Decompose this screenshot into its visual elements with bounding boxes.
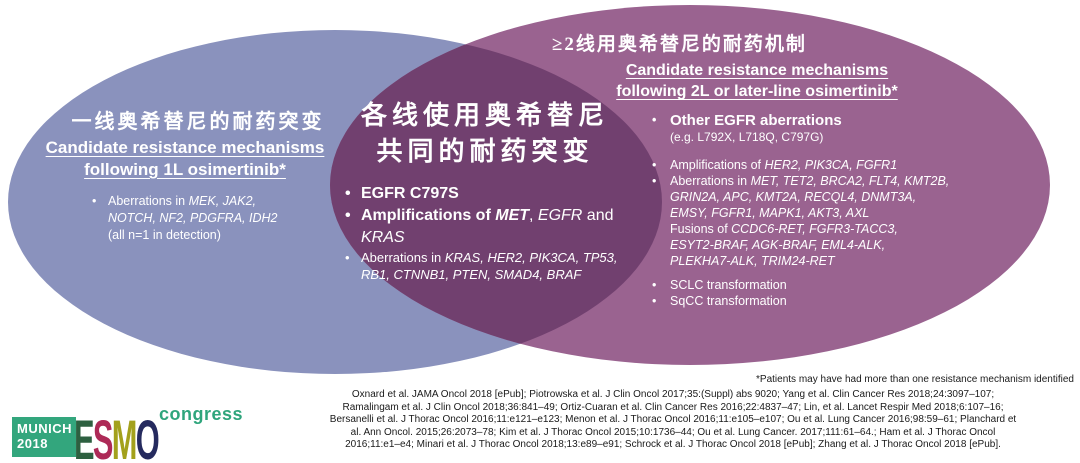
right-bullet-line: Aberrations in MET, TET2, BRCA2, FLT4, K… (670, 174, 950, 188)
center-bullet-item: Amplifications of MET, EGFR and KRAS (345, 205, 655, 249)
center-title-zh-line2: 共同的耐药突变 (376, 137, 594, 166)
center-bullet-text: Aberrations in KRAS, HER2, PIK3CA, TP53,… (361, 249, 618, 283)
left-bullet-line: Aberrations in MEK, JAK2, (108, 194, 256, 208)
esmo-letter-e: E (74, 408, 95, 463)
right-bullet-line: EMSY, FGFR1, MAPK1, AKT3, AXL (670, 206, 870, 220)
right-bullet-item: Aberrations in MET, TET2, BRCA2, FLT4, K… (652, 173, 972, 269)
right-bullet-text: Aberrations in MET, TET2, BRCA2, FLT4, K… (670, 173, 949, 269)
right-bullet-item: SqCC transformation (652, 293, 972, 309)
right-bullet-text: SCLC transformation (670, 278, 787, 292)
center-title-zh-line1: 各线使用奥希替尼 (360, 101, 609, 130)
right-bullet-item: SCLC transformation (652, 277, 972, 293)
right-bullet-line: Other EGFR aberrations (670, 112, 842, 129)
esmo-munich-badge: MUNICH 2018 (12, 417, 76, 457)
center-bullet-line: RB1, CTNNB1, PTEN, SMAD4, BRAF (361, 267, 582, 282)
esmo-letter-m: M (111, 408, 138, 463)
bullet-dot-icon (652, 173, 670, 269)
left-title-zh: 一线奥希替尼的耐药突变 (71, 111, 325, 133)
left-subtitle: Candidate resistance mechanisms followin… (20, 137, 350, 181)
center-bullet-list: EGFR C797S Amplifications of MET, EGFR a… (345, 183, 655, 283)
logo-city: MUNICH (17, 421, 72, 436)
right-bullet-text: SqCC transformation (670, 294, 787, 308)
bullet-dot-icon (345, 249, 361, 283)
left-bullet-line: NOTCH, NF2, PDGFRA, IDH2 (108, 211, 278, 225)
left-bullet-text: Aberrations in MEK, JAK2, NOTCH, NF2, PD… (108, 193, 277, 244)
citation-line: Oxnard et al. JAMA Oncol 2018 [ePub]; Pi… (351, 389, 995, 400)
right-subtitle-line1: Candidate resistance mechanisms (625, 62, 889, 79)
citation-line: 2016;11:e1–e4; Minari et al. J Thorac On… (345, 439, 1001, 451)
overlap-region (330, 30, 662, 365)
right-bullet-list: Other EGFR aberrations (e.g. L792X, L718… (652, 112, 972, 309)
bullet-dot-icon (345, 183, 361, 205)
citation-line: Bersanelli et al. J Thorac Oncol 2016;11… (329, 414, 1017, 426)
logo-year: 2018 (17, 436, 48, 451)
esmo-letter-s: S (92, 408, 114, 463)
left-subtitle-line2: following 1L osimertinib* (84, 160, 286, 179)
right-bullet-item: Amplifications of HER2, PIK3CA, FGFR1 (652, 157, 972, 173)
right-bullet-line: Fusions of CCDC6-RET, FGFR3-TACC3, (670, 222, 898, 236)
right-bullet-line: GRIN2A, APC, KMT2A, RECQL4, DNMT3A, (670, 190, 917, 204)
bullet-dot-icon (345, 205, 361, 249)
right-bullet-line: (e.g. L792X, L718Q, C797G) (670, 130, 824, 144)
left-subtitle-line1: Candidate resistance mechanisms (45, 138, 325, 157)
citation-line: al. Ann Oncol. 2015;26:2073–78; Kim et a… (350, 426, 996, 438)
right-bullet-text: Amplifications of HER2, PIK3CA, FGFR1 (670, 158, 898, 172)
citations-block: Oxnard et al. JAMA Oncol 2018 [ePub]; Pi… (270, 389, 1076, 452)
center-bullet-text: Amplifications of MET, EGFR and KRAS (361, 207, 614, 246)
esmo-logo: ESMO (74, 412, 160, 463)
right-bullet-item: Other EGFR aberrations (e.g. L792X, L718… (652, 112, 972, 157)
left-bullet-item: Aberrations in MEK, JAK2, NOTCH, NF2, PD… (92, 193, 342, 244)
left-bullet-line: (all n=1 in detection) (108, 228, 221, 242)
center-bullet-item: Aberrations in KRAS, HER2, PIK3CA, TP53,… (345, 249, 655, 283)
bullet-dot-icon (92, 193, 108, 244)
congress-label: congress (159, 404, 244, 424)
bullet-dot-icon (652, 157, 670, 173)
center-bullet-text: EGFR C797S (361, 185, 459, 202)
esmo-letter-o: O (135, 408, 160, 463)
bullet-dot-icon (652, 112, 670, 157)
right-title-zh: ≥2线用奥希替尼的耐药机制 (552, 34, 807, 55)
right-subtitle-line2: following 2L or later-line osimertinib* (616, 83, 898, 100)
right-bullet-line: PLEKHA7-ALK, TRIM24-RET (670, 254, 835, 268)
bullet-dot-icon (652, 293, 670, 309)
center-bullet-item: EGFR C797S (345, 183, 655, 205)
center-bullet-line: Aberrations in KRAS, HER2, PIK3CA, TP53, (361, 250, 618, 265)
right-bullet-line: ESYT2-BRAF, AGK-BRAF, EML4-ALK, (670, 238, 886, 252)
right-subtitle: Candidate resistance mechanisms followin… (597, 60, 917, 102)
bullet-dot-icon (652, 277, 670, 293)
footnote: *Patients may have had more than one res… (756, 374, 1074, 385)
right-bullet-text: Other EGFR aberrations (e.g. L792X, L718… (670, 112, 842, 157)
citation-line: Ramalingam et al. J Clin Oncol 2018;36:8… (342, 401, 1004, 413)
